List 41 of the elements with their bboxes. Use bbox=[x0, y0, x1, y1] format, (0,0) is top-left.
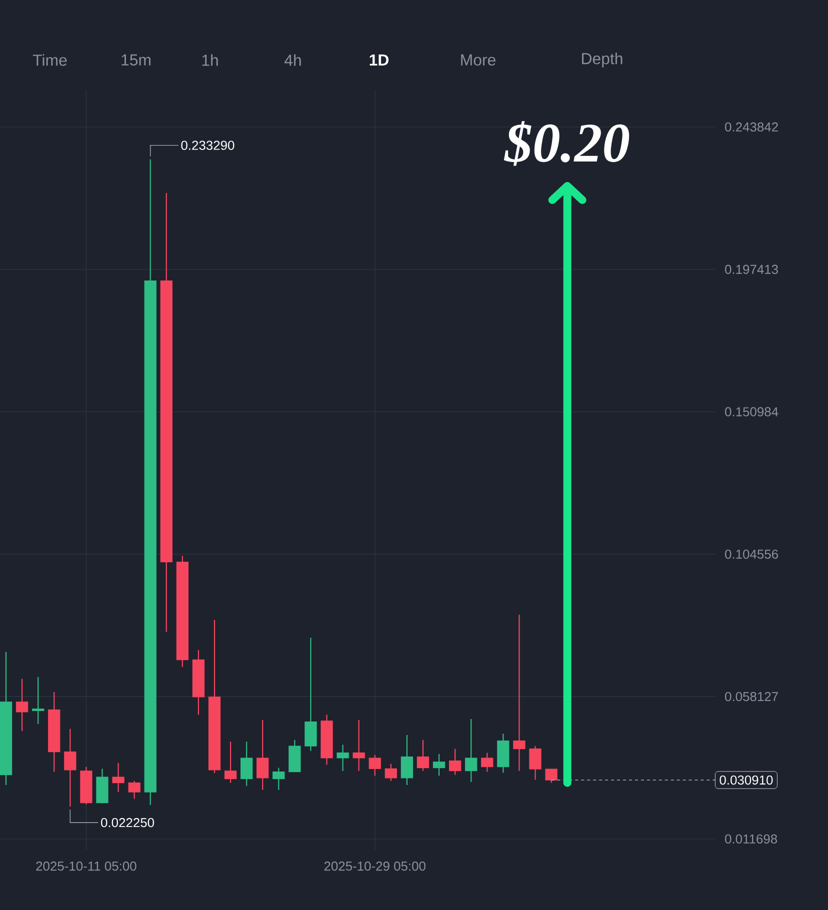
text: Depth bbox=[582, 52, 622, 68]
candlestick bbox=[32, 676, 44, 724]
ref-line-label: 0.030910 bbox=[720, 775, 773, 785]
candlestick bbox=[352, 719, 365, 772]
annotation: 0.233290 bbox=[181, 140, 234, 150]
text: 1h bbox=[202, 54, 218, 66]
y-tick-label: 0.197413 bbox=[725, 264, 778, 274]
text: 15m bbox=[122, 54, 150, 66]
candlestick bbox=[432, 753, 446, 776]
candlestick bbox=[16, 678, 28, 732]
x-tick-label: 2025-10-11 05:00 bbox=[36, 862, 136, 871]
candlestick bbox=[448, 748, 462, 776]
text: 1D bbox=[370, 54, 389, 66]
y-tick-label: 0.104556 bbox=[725, 550, 778, 559]
candlestick bbox=[368, 754, 381, 776]
annotation: 0.022250 bbox=[101, 818, 154, 828]
candlestick bbox=[384, 763, 397, 782]
candlestick bbox=[128, 780, 140, 800]
candlestick bbox=[529, 745, 542, 780]
y-tick-label: 0.011698 bbox=[725, 834, 778, 844]
x-tick-label: 2025-10-29 05:00 bbox=[324, 862, 426, 871]
candlestick bbox=[400, 734, 414, 786]
candlestick bbox=[481, 752, 494, 772]
y-tick-label: 0.243842 bbox=[725, 122, 778, 132]
candlestick bbox=[64, 728, 76, 808]
text: 4h bbox=[284, 54, 301, 66]
candlestick bbox=[513, 614, 526, 772]
candlestick bbox=[240, 741, 253, 786]
text: More bbox=[461, 54, 496, 66]
annotation: $0.20 bbox=[504, 121, 630, 166]
candlestick bbox=[256, 719, 269, 790]
text: Time bbox=[32, 54, 67, 66]
candlestick bbox=[224, 741, 237, 784]
candlestick bbox=[416, 739, 430, 772]
y-tick-label: 0.150984 bbox=[725, 407, 778, 416]
candlestick bbox=[545, 768, 558, 784]
candlestick bbox=[112, 762, 124, 793]
candlestick bbox=[272, 767, 285, 790]
candlestick bbox=[465, 718, 478, 782]
y-tick-label: 0.058127 bbox=[725, 692, 778, 702]
candlestick bbox=[336, 744, 349, 772]
